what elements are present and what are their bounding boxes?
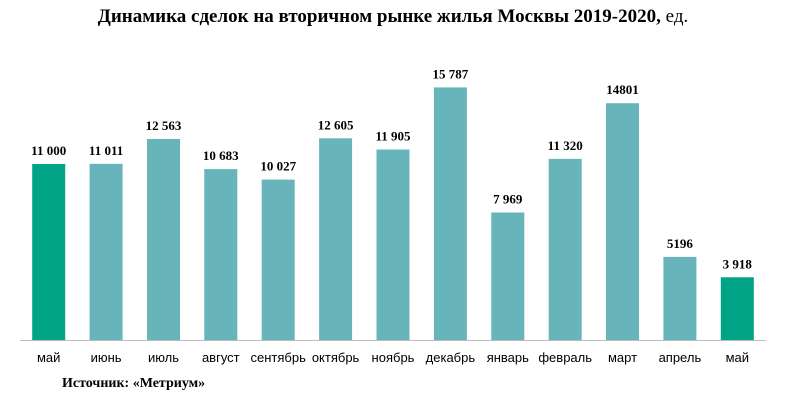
tick-label-5: октябрь [312,350,360,365]
bar-2 [147,139,180,340]
tick-label-7: декабрь [426,350,476,365]
data-label-9: 11 320 [548,138,583,153]
tick-label-8: январь [487,350,529,365]
bar-7 [433,87,467,341]
tick-label-1: июнь [91,350,122,365]
data-label-4: 10 027 [260,159,296,174]
bar-11 [663,256,697,340]
tick-label-12: май [726,350,749,365]
bars-group [32,87,754,341]
bar-12 [720,277,754,340]
bar-0 [32,164,66,340]
data-labels-group: 11 000 11 011 12 563 10 683 10 027 12 605 11 9… [31,66,752,271]
data-label-6: 11 905 [375,129,411,144]
bar-1 [89,163,123,340]
chart-title-text: Динамика сделок на вторичном рынке жилья… [97,6,661,27]
data-label-2: 12 563 [146,118,182,133]
bar-4 [261,179,295,340]
data-label-11: 5196 [667,236,694,251]
data-label-10: 14801 [606,82,639,97]
bar-9 [548,158,582,340]
tick-label-6: ноябрь [372,350,415,365]
bar-10 [606,103,639,340]
tick-label-3: август [202,350,240,365]
bar-8 [491,212,525,340]
source-note: Источник: «Метриум» [62,376,206,391]
data-label-8: 7 969 [493,192,523,207]
data-label-1: 11 011 [89,143,123,158]
data-label-0: 11 000 [31,143,66,158]
bar-3 [204,169,238,340]
data-label-12: 3 918 [723,256,753,271]
tick-label-0: май [37,350,60,365]
tick-label-10: март [608,350,637,365]
tick-label-2: июль [148,350,179,365]
data-label-7: 15 787 [433,66,469,81]
bar-5 [319,138,353,340]
chart-title: Динамика сделок на вторичном рынке жилья… [0,6,786,28]
data-label-3: 10 683 [203,148,239,163]
bar-6 [376,149,410,340]
tick-label-11: апрель [659,350,702,365]
tick-label-9: февраль [538,350,592,365]
chart-title-unit: ед. [665,6,689,27]
tick-labels-group: май июнь июль август сентябрь октябрь ноябрь де… [37,350,749,365]
tick-label-4: сентябрь [251,350,307,365]
data-label-5: 12 605 [318,117,354,132]
